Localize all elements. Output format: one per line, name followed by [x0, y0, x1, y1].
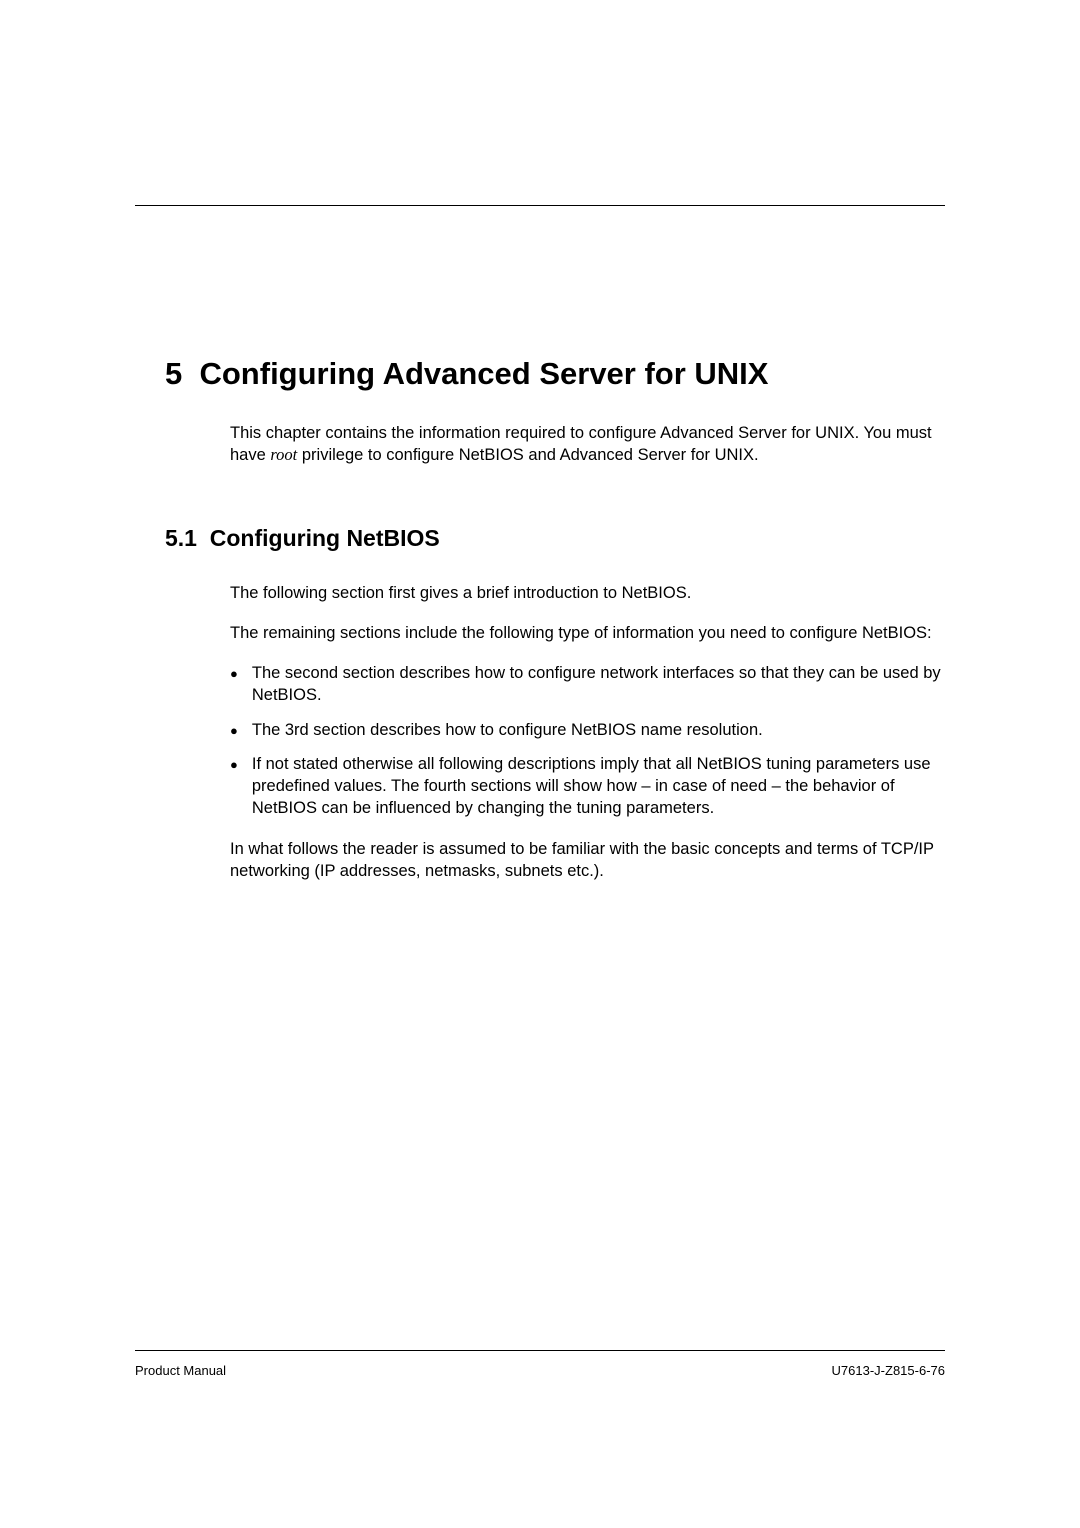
bullet-marker-icon: ●: [230, 723, 238, 738]
bullet-text: The 3rd section describes how to configu…: [252, 719, 763, 741]
section-para-2: The remaining sections include the follo…: [230, 622, 945, 644]
section-title: 5.1 Configuring NetBIOS: [165, 525, 945, 552]
bullet-text: If not stated otherwise all following de…: [252, 753, 945, 820]
page-container: 5 Configuring Advanced Server for UNIX T…: [0, 0, 1080, 882]
bullet-item: ● The 3rd section describes how to confi…: [230, 719, 945, 741]
chapter-title-text: Configuring Advanced Server for UNIX: [199, 356, 768, 391]
bullet-item: ● The second section describes how to co…: [230, 662, 945, 707]
chapter-number: 5: [165, 356, 182, 391]
intro-italic: root: [270, 445, 297, 464]
footer-left: Product Manual: [135, 1363, 226, 1378]
bullet-list: ● The second section describes how to co…: [230, 662, 945, 820]
top-horizontal-rule: [135, 205, 945, 206]
intro-text-2: privilege to configure NetBIOS and Advan…: [297, 446, 758, 464]
section-para-1: The following section first gives a brie…: [230, 582, 945, 604]
section-number: 5.1: [165, 525, 197, 551]
bullet-item: ● If not stated otherwise all following …: [230, 753, 945, 820]
footer-horizontal-rule: [135, 1350, 945, 1351]
footer-content: Product Manual U7613-J-Z815-6-76: [135, 1363, 945, 1378]
section-para-3: In what follows the reader is assumed to…: [230, 838, 945, 883]
chapter-intro: This chapter contains the information re…: [230, 422, 945, 467]
footer-right: U7613-J-Z815-6-76: [832, 1363, 945, 1378]
chapter-title: 5 Configuring Advanced Server for UNIX: [165, 356, 945, 392]
bullet-marker-icon: ●: [230, 757, 238, 772]
page-footer: Product Manual U7613-J-Z815-6-76: [135, 1350, 945, 1378]
section-title-text: Configuring NetBIOS: [210, 525, 440, 551]
bullet-marker-icon: ●: [230, 666, 238, 681]
bullet-text: The second section describes how to conf…: [252, 662, 945, 707]
